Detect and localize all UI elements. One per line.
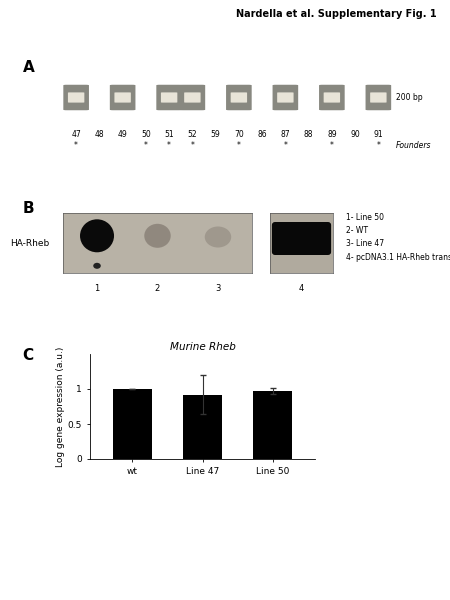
Text: 4: 4 [299,284,304,293]
FancyBboxPatch shape [272,222,331,255]
Text: 4- pcDNA3.1 HA-Rheb transfected HeLa cells: 4- pcDNA3.1 HA-Rheb transfected HeLa cel… [346,253,450,262]
Text: 47: 47 [71,130,81,139]
Text: *: * [237,141,241,150]
Text: 70: 70 [234,130,244,139]
FancyBboxPatch shape [365,85,391,110]
Text: *: * [190,141,194,150]
Text: 3- Line 47: 3- Line 47 [346,239,385,248]
FancyBboxPatch shape [110,85,135,110]
Text: HA-Rheb: HA-Rheb [10,238,50,247]
Text: 91: 91 [374,130,383,139]
Text: 90: 90 [350,130,360,139]
Text: 51: 51 [164,130,174,139]
FancyBboxPatch shape [184,92,201,103]
Text: 1- Line 50: 1- Line 50 [346,213,384,222]
Ellipse shape [205,226,231,247]
FancyBboxPatch shape [226,85,252,110]
FancyBboxPatch shape [63,85,89,110]
Text: *: * [74,141,78,150]
Text: 2- WT: 2- WT [346,226,369,235]
Bar [253,391,292,459]
Text: 88: 88 [304,130,313,139]
Text: 49: 49 [118,130,127,139]
Ellipse shape [80,219,114,252]
Text: 87: 87 [280,130,290,139]
Bar [183,395,222,459]
Ellipse shape [144,224,171,248]
Text: Nardella et al. Supplementary Fig. 1: Nardella et al. Supplementary Fig. 1 [236,9,436,19]
Y-axis label: Log gene expression (a.u.): Log gene expression (a.u.) [55,346,64,467]
Text: 59: 59 [211,130,220,139]
FancyBboxPatch shape [114,92,131,103]
FancyBboxPatch shape [277,92,293,103]
Text: *: * [167,141,171,150]
FancyBboxPatch shape [273,85,298,110]
Text: 2: 2 [155,284,160,293]
Text: 200 bp: 200 bp [396,93,423,102]
Text: 86: 86 [257,130,267,139]
Text: 1: 1 [94,284,99,293]
Text: *: * [144,141,148,150]
Text: *: * [376,141,380,150]
FancyBboxPatch shape [156,85,182,110]
Bar [113,389,152,459]
Text: C: C [22,348,34,363]
FancyBboxPatch shape [231,92,247,103]
Text: *: * [284,141,287,150]
Text: Founders: Founders [396,141,432,150]
FancyBboxPatch shape [68,92,84,103]
Text: 52: 52 [188,130,197,139]
Title: Murine Rheb: Murine Rheb [170,342,235,352]
FancyBboxPatch shape [161,92,177,103]
Text: 50: 50 [141,130,151,139]
FancyBboxPatch shape [180,85,205,110]
Text: 3: 3 [215,284,220,293]
Text: *: * [330,141,334,150]
Ellipse shape [93,263,101,269]
Text: 48: 48 [94,130,104,139]
FancyBboxPatch shape [319,85,345,110]
Text: 89: 89 [327,130,337,139]
Text: B: B [22,201,34,216]
Text: A: A [22,60,34,75]
FancyBboxPatch shape [370,92,387,103]
FancyBboxPatch shape [324,92,340,103]
